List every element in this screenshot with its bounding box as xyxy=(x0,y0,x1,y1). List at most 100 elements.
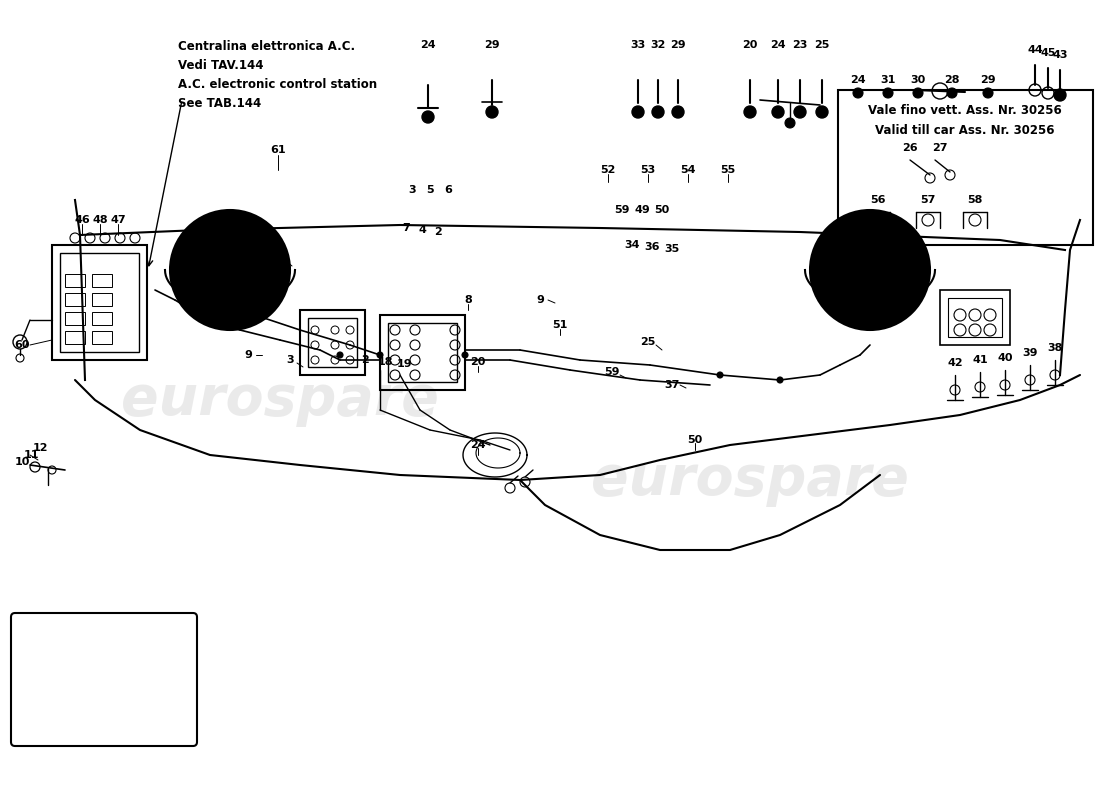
Text: 28: 28 xyxy=(944,75,959,85)
Text: 34: 34 xyxy=(625,240,640,250)
Text: 26: 26 xyxy=(902,143,917,153)
Text: 20: 20 xyxy=(742,40,758,50)
Bar xyxy=(92,331,112,344)
Bar xyxy=(92,293,112,306)
Text: 52: 52 xyxy=(601,165,616,175)
Text: 38: 38 xyxy=(1047,343,1063,353)
Circle shape xyxy=(337,352,343,358)
Text: 10: 10 xyxy=(14,457,30,467)
Text: 54: 54 xyxy=(680,165,695,175)
Text: 58: 58 xyxy=(967,195,982,205)
Text: 11: 11 xyxy=(23,450,38,460)
Circle shape xyxy=(883,88,893,98)
Text: 24: 24 xyxy=(470,440,486,450)
Circle shape xyxy=(170,210,290,330)
Bar xyxy=(92,312,112,325)
Text: 37: 37 xyxy=(664,380,680,390)
Circle shape xyxy=(850,250,890,290)
Text: Valid till car Ass. Nr. 30256: Valid till car Ass. Nr. 30256 xyxy=(876,123,1055,137)
Circle shape xyxy=(852,88,864,98)
Text: 59: 59 xyxy=(614,205,629,215)
Text: 61: 61 xyxy=(271,145,286,155)
Text: 25: 25 xyxy=(814,40,829,50)
Text: 25: 25 xyxy=(640,337,656,347)
Text: 3: 3 xyxy=(408,185,416,195)
Bar xyxy=(65,312,85,325)
Text: 32: 32 xyxy=(650,40,666,50)
Circle shape xyxy=(913,88,923,98)
Bar xyxy=(65,274,85,287)
Text: 29: 29 xyxy=(980,75,996,85)
Text: 9: 9 xyxy=(536,295,543,305)
Bar xyxy=(388,323,456,382)
Circle shape xyxy=(794,106,806,118)
Circle shape xyxy=(777,377,783,383)
Text: 60: 60 xyxy=(14,340,30,350)
Text: 18: 18 xyxy=(377,357,393,367)
Text: 40: 40 xyxy=(998,353,1013,363)
Text: 6: 6 xyxy=(444,185,452,195)
Text: 7: 7 xyxy=(403,223,410,233)
Text: 35: 35 xyxy=(664,244,680,254)
Text: 47: 47 xyxy=(110,215,125,225)
Circle shape xyxy=(1054,89,1066,101)
Text: 20: 20 xyxy=(132,680,147,690)
Text: 355 F1: 355 F1 xyxy=(63,715,143,735)
Text: 17: 17 xyxy=(102,680,118,690)
Circle shape xyxy=(632,106,644,118)
Text: 8: 8 xyxy=(464,295,472,305)
Bar xyxy=(300,310,365,375)
Text: 45: 45 xyxy=(1041,48,1056,58)
Text: 20: 20 xyxy=(471,357,486,367)
Text: 49: 49 xyxy=(634,205,650,215)
Text: 36: 36 xyxy=(645,242,660,252)
FancyBboxPatch shape xyxy=(11,613,197,746)
Bar xyxy=(52,245,147,360)
Text: 27: 27 xyxy=(933,143,948,153)
Circle shape xyxy=(983,88,993,98)
Circle shape xyxy=(652,106,664,118)
Circle shape xyxy=(717,372,723,378)
Circle shape xyxy=(947,88,957,98)
Text: 16: 16 xyxy=(30,680,46,690)
Text: 29: 29 xyxy=(670,40,685,50)
Text: 39: 39 xyxy=(1022,348,1037,358)
Text: Centralina elettronica A.C.
Vedi TAV.144
A.C. electronic control station
See TAB: Centralina elettronica A.C. Vedi TAV.144… xyxy=(178,40,377,110)
Text: 19: 19 xyxy=(397,359,412,369)
Text: 55: 55 xyxy=(720,165,736,175)
Bar xyxy=(65,331,85,344)
Bar xyxy=(940,290,1010,345)
Circle shape xyxy=(672,106,684,118)
Text: 51: 51 xyxy=(552,320,568,330)
Bar xyxy=(948,298,1002,337)
Text: 59: 59 xyxy=(604,367,619,377)
Text: 5: 5 xyxy=(426,185,433,195)
Text: 12: 12 xyxy=(32,443,47,453)
Circle shape xyxy=(810,210,930,330)
Text: 2: 2 xyxy=(434,227,442,237)
Text: 4: 4 xyxy=(418,225,426,235)
Text: 24: 24 xyxy=(850,75,866,85)
Text: 14: 14 xyxy=(252,265,267,275)
Text: eurospare: eurospare xyxy=(591,453,909,507)
Circle shape xyxy=(785,118,795,128)
Text: 24: 24 xyxy=(420,40,436,50)
Text: 33: 33 xyxy=(630,40,646,50)
Text: 50: 50 xyxy=(688,435,703,445)
Text: 42: 42 xyxy=(947,358,962,368)
Text: 53: 53 xyxy=(640,165,656,175)
Text: 50: 50 xyxy=(654,205,670,215)
Text: 43: 43 xyxy=(1053,50,1068,60)
Text: 41: 41 xyxy=(972,355,988,365)
Text: 2: 2 xyxy=(361,355,368,365)
Text: 57: 57 xyxy=(921,195,936,205)
Text: 46: 46 xyxy=(74,215,90,225)
Text: eurospare: eurospare xyxy=(121,373,439,427)
Text: 24: 24 xyxy=(770,40,785,50)
Circle shape xyxy=(744,106,756,118)
Text: 3: 3 xyxy=(286,355,294,365)
Bar xyxy=(60,253,139,352)
Text: 56: 56 xyxy=(870,195,886,205)
Circle shape xyxy=(377,352,383,358)
Text: 31: 31 xyxy=(880,75,895,85)
